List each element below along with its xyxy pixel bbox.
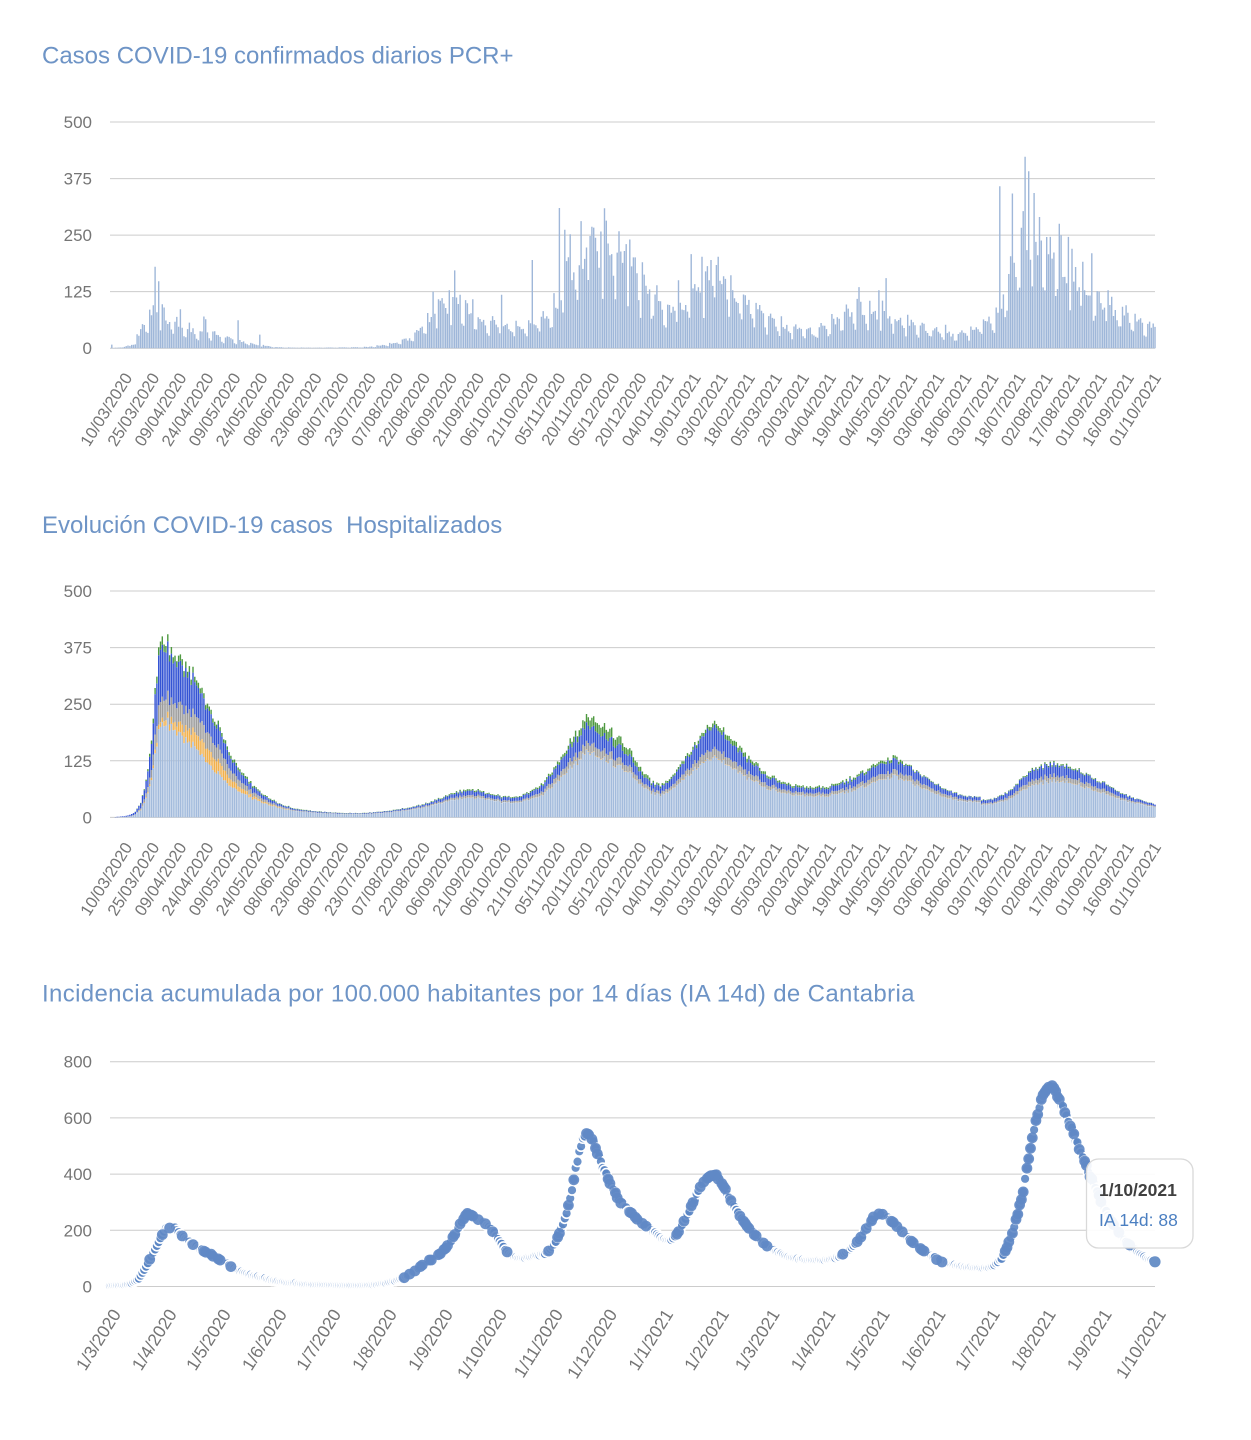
svg-text:600: 600 [64, 1109, 92, 1128]
svg-text:400: 400 [64, 1165, 92, 1184]
svg-text:0: 0 [83, 339, 92, 358]
svg-text:500: 500 [64, 113, 92, 132]
svg-text:250: 250 [64, 695, 92, 714]
svg-text:0: 0 [83, 1278, 92, 1297]
svg-text:0: 0 [83, 808, 92, 827]
svg-text:200: 200 [64, 1221, 92, 1240]
svg-text:125: 125 [64, 283, 92, 302]
svg-text:Casos COVID-19 confirmados dia: Casos COVID-19 confirmados diarios PCR+ [42, 42, 514, 69]
svg-text:375: 375 [64, 170, 92, 189]
svg-text:125: 125 [64, 752, 92, 771]
svg-text:500: 500 [64, 582, 92, 601]
svg-text:IA 14d: 88: IA 14d: 88 [1099, 1210, 1178, 1230]
svg-text:800: 800 [64, 1053, 92, 1072]
svg-text:250: 250 [64, 226, 92, 245]
svg-text:1/10/2021: 1/10/2021 [1099, 1180, 1177, 1200]
svg-text:Evolución COVID-19 casos Hosp: Evolución COVID-19 casos Hospitalizados [42, 512, 502, 539]
svg-text:375: 375 [64, 639, 92, 658]
svg-text:Incidencia acumulada por 100.0: Incidencia acumulada por 100.000 habitan… [42, 981, 915, 1008]
